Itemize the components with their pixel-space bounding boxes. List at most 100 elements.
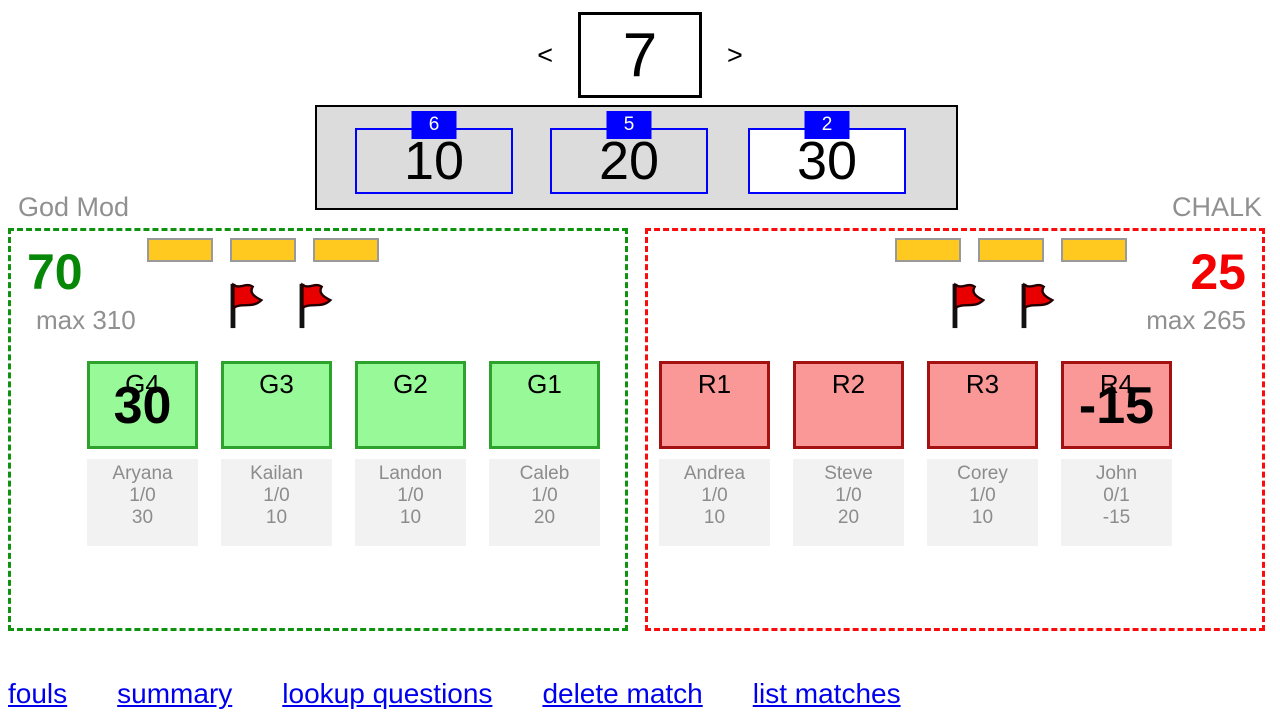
player-stats-g2: Landon 1/0 10 — [355, 459, 466, 546]
timeout-bar-icon[interactable] — [978, 238, 1044, 262]
red-flag-icon[interactable] — [1014, 280, 1058, 330]
player-points: 10 — [399, 507, 422, 528]
awarded-points-overlay: 30 — [113, 377, 172, 435]
left-team-score: 70 — [27, 244, 83, 300]
right-team-flags — [945, 280, 1058, 330]
player-name: Landon — [378, 463, 443, 484]
player-card-r3[interactable]: R3 — [927, 361, 1038, 449]
player-name: Caleb — [519, 463, 570, 484]
player-card-label: R3 — [965, 369, 1000, 399]
player-record: 1/0 — [969, 485, 996, 506]
player-points: 10 — [703, 507, 726, 528]
player-name: Kailan — [250, 463, 303, 484]
player-points: 10 — [971, 507, 994, 528]
player-card-g4[interactable]: G4 30 — [87, 361, 198, 449]
player-name: Corey — [957, 463, 1008, 484]
point-option-value: 30 — [796, 131, 858, 191]
lookup-questions-link[interactable]: lookup questions — [282, 678, 493, 709]
player-points: -15 — [1102, 507, 1131, 528]
player-card-r4[interactable]: R4 -15 — [1061, 361, 1172, 449]
player-card-label: G2 — [393, 369, 428, 399]
left-team-flags — [223, 280, 336, 330]
timeout-bar-icon[interactable] — [1061, 238, 1127, 262]
remaining-count-badge: 5 — [606, 111, 652, 139]
red-flag-icon[interactable] — [945, 280, 989, 330]
player-g1: G1 Caleb 1/0 20 — [489, 361, 600, 546]
player-card-label: G1 — [527, 369, 562, 399]
right-team-name: CHALK — [1171, 192, 1262, 222]
fouls-link[interactable]: fouls — [8, 678, 68, 709]
player-card-r2[interactable]: R2 — [793, 361, 904, 449]
right-team-panel: 25 max 265 R1 Andrea 1/0 10 R2 — [645, 228, 1265, 631]
player-card-g1[interactable]: G1 — [489, 361, 600, 449]
timeout-bar-icon[interactable] — [147, 238, 213, 262]
player-stats-g3: Kailan 1/0 10 — [221, 459, 332, 546]
player-r3: R3 Corey 1/0 10 — [927, 361, 1038, 546]
point-option-20[interactable]: 5 20 — [550, 111, 708, 194]
left-team-name: God Mod — [18, 192, 130, 222]
player-record: 1/0 — [129, 485, 156, 506]
prev-question-button[interactable]: < — [537, 39, 553, 70]
red-flag-icon[interactable] — [292, 280, 336, 330]
player-card-label: R1 — [697, 369, 732, 399]
next-question-button[interactable]: > — [727, 39, 743, 70]
player-points: 30 — [131, 507, 154, 528]
player-stats-r4: John 0/1 -15 — [1061, 459, 1172, 546]
player-stats-g1: Caleb 1/0 20 — [489, 459, 600, 546]
left-team-panel: 70 max 310 G4 30 Aryana 1/0 30 G3 — [8, 228, 628, 631]
right-team-score: 25 — [1190, 244, 1246, 300]
player-r2: R2 Steve 1/0 20 — [793, 361, 904, 546]
player-r4: R4 -15 John 0/1 -15 — [1061, 361, 1172, 546]
player-name: Steve — [824, 463, 873, 484]
remaining-count-badge: 2 — [804, 111, 850, 139]
point-option-30-selected[interactable]: 2 30 — [748, 111, 906, 194]
red-flag-icon[interactable] — [223, 280, 267, 330]
player-stats-r1: Andrea 1/0 10 — [659, 459, 770, 546]
player-record: 1/0 — [263, 485, 290, 506]
timeout-bar-icon[interactable] — [230, 238, 296, 262]
left-team-max-score: max 310 — [36, 305, 136, 335]
right-team-timeouts — [895, 238, 1127, 262]
player-record: 1/0 — [531, 485, 558, 506]
player-record: 1/0 — [701, 485, 728, 506]
player-card-label: G4 — [125, 369, 160, 399]
player-name: Andrea — [683, 463, 746, 484]
list-matches-link[interactable]: list matches — [752, 678, 901, 709]
point-value-panel: 6 10 5 20 2 30 — [315, 105, 958, 210]
timeout-bar-icon[interactable] — [895, 238, 961, 262]
player-points: 20 — [533, 507, 556, 528]
point-option-value: 10 — [403, 131, 465, 191]
player-card-label: G3 — [259, 369, 294, 399]
player-card-label: R4 — [1099, 369, 1134, 399]
summary-link[interactable]: summary — [117, 678, 233, 709]
left-team-players: G4 30 Aryana 1/0 30 G3 Kailan 1/0 10 G2 — [87, 361, 600, 546]
player-g3: G3 Kailan 1/0 10 — [221, 361, 332, 546]
question-spinner: < 7 > — [0, 12, 1280, 98]
player-points: 20 — [837, 507, 860, 528]
player-g4: G4 30 Aryana 1/0 30 — [87, 361, 198, 546]
player-stats-g4: Aryana 1/0 30 — [87, 459, 198, 546]
player-card-label: R2 — [831, 369, 866, 399]
player-record: 1/0 — [835, 485, 862, 506]
player-card-r1[interactable]: R1 — [659, 361, 770, 449]
right-team-max-score: max 265 — [1146, 305, 1246, 335]
player-r1: R1 Andrea 1/0 10 — [659, 361, 770, 546]
player-record: 0/1 — [1103, 485, 1130, 506]
left-team-timeouts — [147, 238, 379, 262]
remaining-count-badge: 6 — [411, 111, 457, 139]
player-stats-r2: Steve 1/0 20 — [793, 459, 904, 546]
player-record: 1/0 — [397, 485, 424, 506]
player-card-g2[interactable]: G2 — [355, 361, 466, 449]
point-option-value: 20 — [598, 131, 660, 191]
player-stats-r3: Corey 1/0 10 — [927, 459, 1038, 546]
right-team-players: R1 Andrea 1/0 10 R2 Steve 1/0 20 R3 — [659, 361, 1172, 546]
player-card-g3[interactable]: G3 — [221, 361, 332, 449]
player-g2: G2 Landon 1/0 10 — [355, 361, 466, 546]
delete-match-link[interactable]: delete match — [542, 678, 703, 709]
awarded-points-overlay: -15 — [1078, 377, 1155, 435]
footer-links: fouls summary lookup questions delete ma… — [8, 678, 901, 710]
point-option-10[interactable]: 6 10 — [355, 111, 513, 194]
player-name: John — [1095, 463, 1138, 484]
player-points: 10 — [265, 507, 288, 528]
timeout-bar-icon[interactable] — [313, 238, 379, 262]
